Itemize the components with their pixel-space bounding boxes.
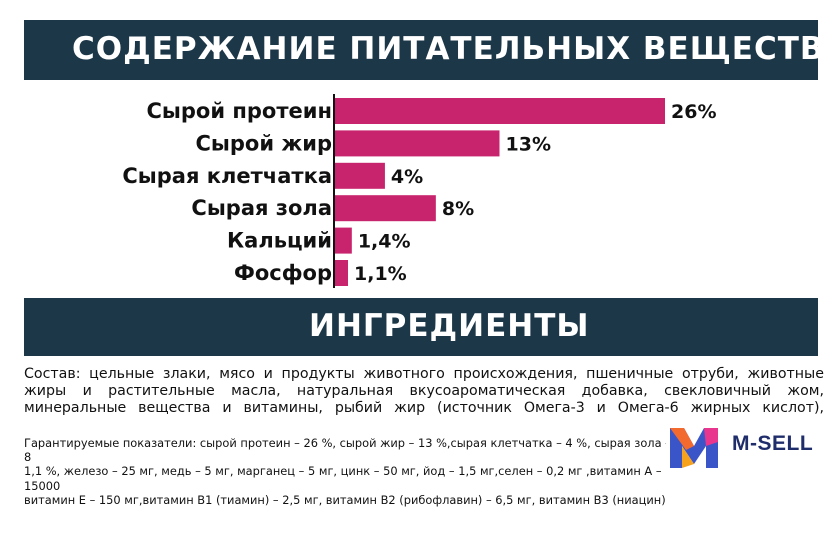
value-label-3: 8%: [442, 198, 474, 220]
value-label-1: 13%: [506, 133, 551, 155]
m-sell-logo-icon: [666, 420, 826, 472]
value-label-5: 1,1%: [354, 263, 407, 285]
guarantee-text: Гарантируемые показатели: сырой протеин …: [24, 436, 671, 514]
category-label-0: Сырой протеин: [147, 99, 333, 123]
bar-0: [334, 98, 665, 124]
bar-2: [334, 162, 385, 189]
logo-text: M-SELL: [732, 432, 814, 455]
category-label-2: Сырая клетчатка: [122, 164, 332, 188]
category-label-3: Сырая зола: [191, 196, 332, 220]
nutrients-title-banner: СОДЕРЖАНИЕ ПИТАТЕЛЬНЫХ ВЕЩЕСТВ: [24, 20, 824, 80]
category-label-5: Фосфор: [234, 261, 332, 285]
nutrients-title: СОДЕРЖАНИЕ ПИТАТЕЛЬНЫХ ВЕЩЕСТВ: [72, 31, 825, 67]
bar-5: [334, 260, 349, 286]
nutrients-bar-chart: Сырой протеин 26% Сырой жир 13% Сырая клетча…: [122, 94, 716, 288]
composition-text: Состав: цельные злаки, мясо и продукты ж…: [24, 366, 824, 418]
ingredients-title: ИНГРЕДИЕНТЫ: [309, 308, 590, 344]
value-label-4: 1,4%: [358, 231, 411, 253]
ingredients-title-banner: ИНГРЕДИЕНТЫ: [24, 298, 818, 356]
bar-1: [334, 130, 500, 157]
category-label-4: Кальций: [227, 229, 332, 253]
value-label-0: 26%: [671, 101, 716, 123]
value-label-2: 4%: [391, 166, 423, 188]
bar-3: [334, 195, 436, 222]
bar-4: [334, 227, 352, 254]
category-label-1: Сырой жир: [195, 131, 332, 155]
